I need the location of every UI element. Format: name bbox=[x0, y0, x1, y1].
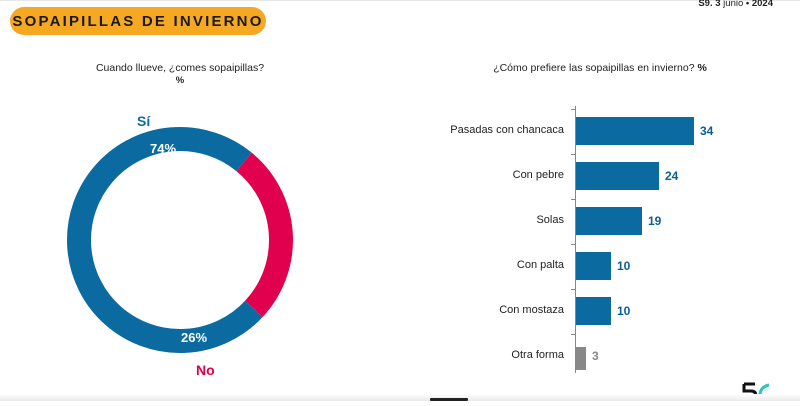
bar-axis bbox=[575, 106, 576, 373]
bar-axis-tick bbox=[571, 154, 575, 155]
bar-con-mostaza bbox=[576, 297, 611, 325]
bar-question-unit: % bbox=[697, 62, 707, 74]
bar-con-pebre bbox=[576, 162, 659, 190]
date-month: junio bbox=[723, 0, 744, 9]
bar-label-con-pebre: Con pebre bbox=[512, 169, 564, 181]
donut-category-si: Sí bbox=[137, 113, 151, 129]
donut-slice-si bbox=[67, 127, 263, 353]
date-year: 2024 bbox=[751, 0, 773, 9]
donut-question-text: Cuando llueve, ¿comes sopaipillas? bbox=[95, 62, 265, 74]
bar-value-solas: 19 bbox=[648, 214, 662, 228]
donut-question-unit: % bbox=[175, 75, 185, 86]
bar-axis-tick bbox=[571, 334, 575, 335]
donut-question: Cuando llueve, ¿comes sopaipillas? % bbox=[60, 62, 300, 86]
bar-question: ¿Cómo prefiere las sopaipillas en invier… bbox=[470, 62, 730, 74]
page-title: SOPAIPILLAS DE INVIERNO bbox=[12, 12, 264, 30]
donut-value-no: 26% bbox=[181, 330, 208, 345]
bar-axis-tick bbox=[571, 199, 575, 200]
bar-label-con-mostaza: Con mostaza bbox=[499, 304, 564, 316]
bottom-tab bbox=[430, 398, 468, 401]
date-separator: • bbox=[743, 0, 752, 9]
date-prefix: S9. 3 bbox=[698, 0, 724, 9]
top-divider bbox=[0, 0, 800, 1]
date-label: S9. 3 junio • 2024 bbox=[698, 0, 773, 9]
bar-label-con-palta: Con palta bbox=[516, 259, 564, 271]
bar-label-solas: Solas bbox=[536, 214, 564, 226]
donut-slice-no bbox=[236, 152, 293, 318]
bar-value-con-pebre: 24 bbox=[665, 169, 679, 183]
donut-svg bbox=[67, 127, 293, 353]
bar-label-pasadas-con-chancaca: Pasadas con chancaca bbox=[450, 124, 564, 136]
bar-axis-tick bbox=[571, 289, 575, 290]
bar-value-con-palta: 10 bbox=[617, 259, 631, 273]
bar-label-otra-forma: Otra forma bbox=[511, 349, 564, 361]
bar-pasadas-con-chancaca bbox=[576, 117, 694, 145]
bar-solas bbox=[576, 207, 642, 235]
bar-otra-forma bbox=[576, 347, 586, 370]
donut-value-si: 74% bbox=[150, 141, 177, 156]
page-title-badge: SOPAIPILLAS DE INVIERNO bbox=[10, 7, 266, 35]
donut-chart: Sí No 74% 26% bbox=[0, 0, 400, 401]
bar-axis-tick bbox=[571, 109, 575, 110]
bar-question-text: ¿Cómo prefiere las sopaipillas en invier… bbox=[493, 62, 695, 74]
bar-value-otra-forma: 3 bbox=[592, 349, 599, 363]
bottom-shadow bbox=[0, 394, 800, 401]
bar-axis-tick bbox=[571, 244, 575, 245]
donut-category-no: No bbox=[196, 362, 215, 378]
bar-con-palta bbox=[576, 252, 611, 280]
bar-value-con-mostaza: 10 bbox=[617, 304, 631, 318]
bar-value-pasadas-con-chancaca: 34 bbox=[700, 124, 714, 138]
